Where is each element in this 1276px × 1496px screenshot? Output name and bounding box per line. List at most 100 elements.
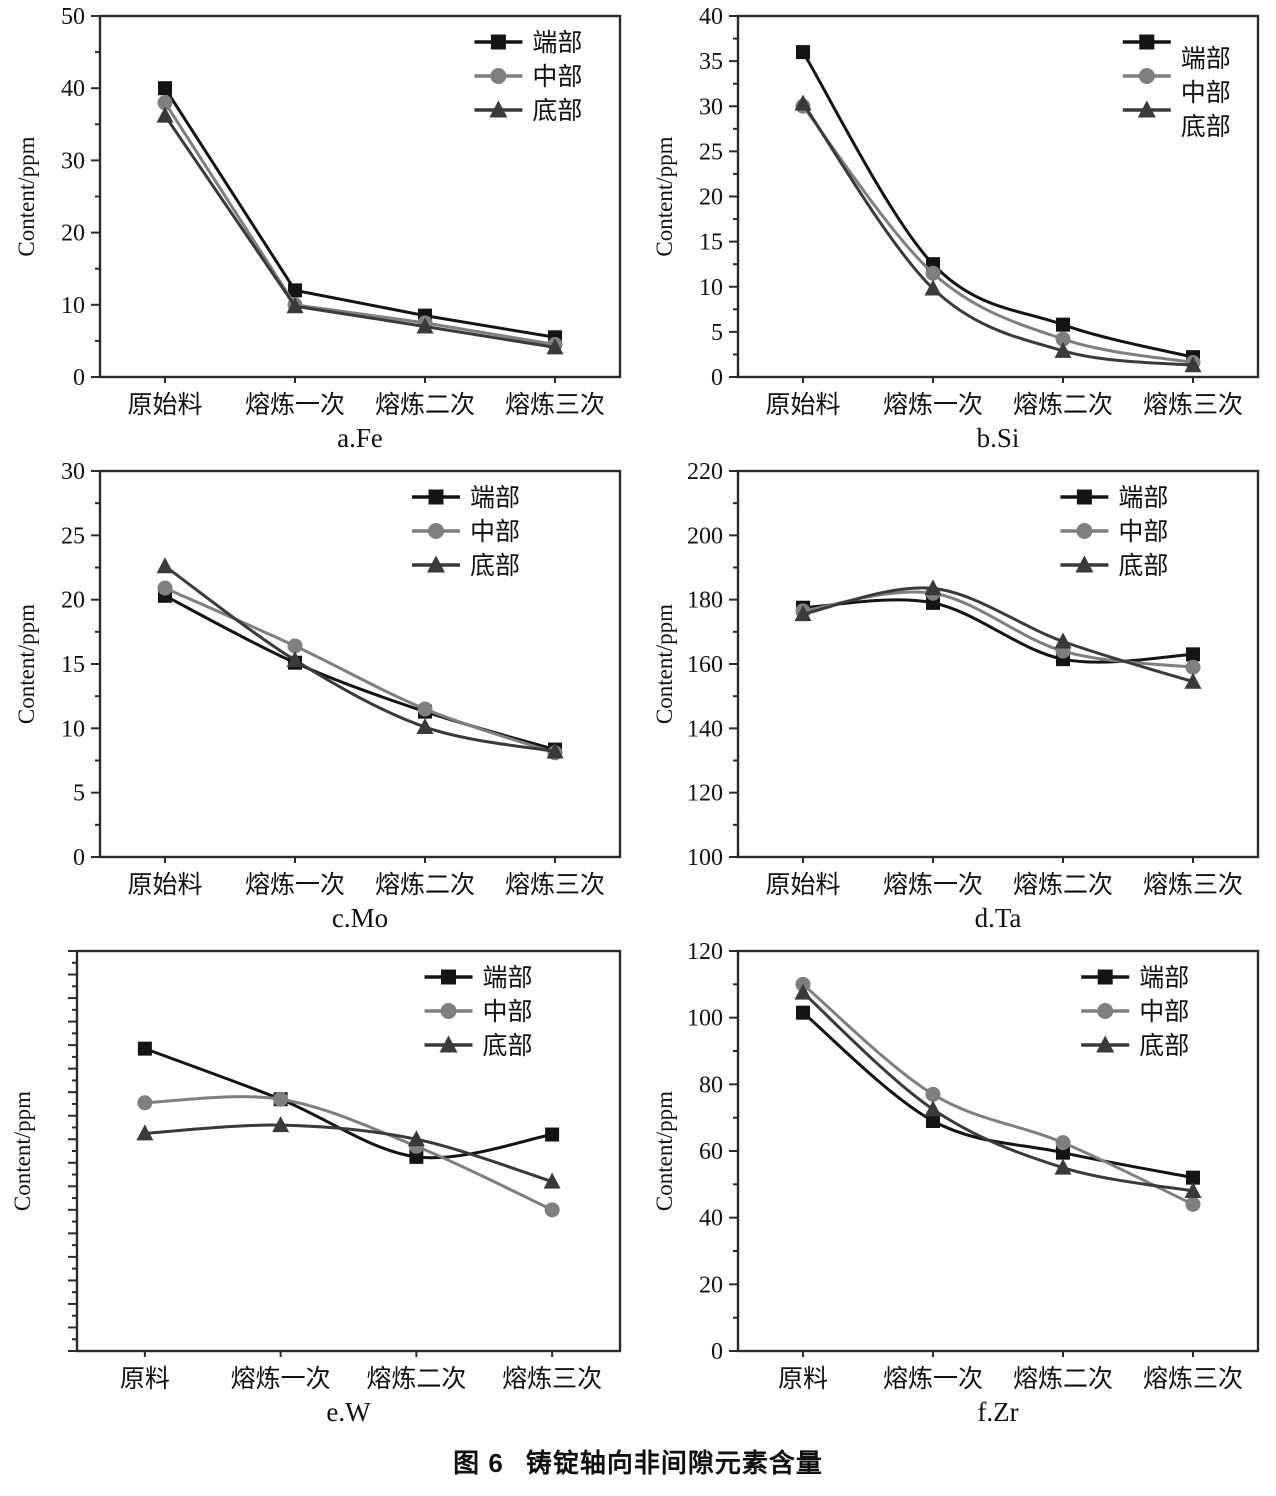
- x-category-label: 熔炼一次: [245, 871, 345, 899]
- data-point-square: [545, 1127, 560, 1142]
- series-line-circle: [802, 983, 1194, 1206]
- series-line-square: [144, 1047, 553, 1160]
- data-point-circle: [137, 1095, 153, 1111]
- x-category-label: 熔炼二次: [375, 391, 475, 419]
- chart-panel-f-zr: 0 20 40 60 80 100 120 原料 熔炼一次 熔炼二次 熔炼三次 Content/ppm…: [638, 935, 1276, 1429]
- data-point-triangle: [272, 1116, 290, 1133]
- legend-marker-square: [1139, 34, 1155, 50]
- data-point-triangle: [794, 983, 812, 1000]
- y-tick-label: 15: [61, 652, 85, 678]
- data-point-square: [1186, 1170, 1200, 1185]
- y-tick-label: 20: [699, 1272, 723, 1298]
- data-point-triangle: [546, 742, 564, 759]
- y-tick-label: 0: [711, 365, 723, 391]
- x-category-label: 熔炼三次: [1143, 391, 1243, 419]
- y-axis-label: Content/ppm: [652, 1091, 677, 1211]
- legend-label: 底部: [1181, 113, 1231, 141]
- chart-title: f.Zr: [977, 1397, 1018, 1427]
- data-point-triangle: [1054, 341, 1072, 358]
- legend-marker-circle: [440, 1003, 457, 1019]
- legend-marker-triangle: [1075, 555, 1094, 573]
- data-point-circle: [287, 638, 303, 654]
- series-line-triangle: [163, 114, 556, 349]
- data-point-triangle: [416, 718, 434, 735]
- x-category-label: 熔炼二次: [375, 871, 475, 899]
- series-line-circle: [144, 1095, 553, 1212]
- data-point-circle: [1055, 1135, 1071, 1151]
- legend-marker-triangle: [1137, 100, 1156, 118]
- legend-label: 端部: [1181, 45, 1231, 73]
- legend-label: 端部: [470, 484, 520, 512]
- series-line-circle: [163, 101, 556, 346]
- data-point-square: [409, 1149, 424, 1164]
- chart-title: b.Si: [977, 423, 1020, 453]
- series-line-triangle: [801, 102, 1194, 367]
- data-point-circle: [417, 701, 433, 717]
- line-chart-c-mo: 0 5 10 15 20 25 30 原始料 熔炼一次 熔炼二次 熔炼三次 Content/ppm 端部…: [14, 459, 622, 933]
- y-tick-label: 0: [73, 845, 85, 871]
- x-category-label: 熔炼三次: [1143, 1365, 1243, 1393]
- legend-label: 中部: [1118, 518, 1168, 546]
- chart-title: a.Fe: [337, 423, 383, 453]
- x-category-label: 熔炼三次: [505, 391, 605, 419]
- legend-label: 底部: [470, 552, 520, 580]
- y-tick-label: 30: [61, 148, 85, 174]
- y-tick-label: 100: [687, 845, 723, 871]
- x-category-label: 原料: [120, 1365, 170, 1393]
- data-point-square: [1186, 647, 1200, 662]
- y-tick-label: 120: [687, 939, 723, 965]
- legend-marker-triangle: [427, 555, 445, 573]
- series-line-circle: [801, 105, 1194, 365]
- y-tick-label: 5: [73, 781, 85, 807]
- data-point-triangle: [924, 279, 942, 296]
- y-tick-label: 0: [711, 1339, 723, 1365]
- figure-caption-text: 铸锭轴向非间隙元素含量: [525, 1448, 823, 1478]
- data-point-triangle: [1184, 1182, 1202, 1198]
- chart-panel-e-w: 原料 熔炼一次 熔炼二次 熔炼三次 Content/ppm 端部 中部 底部 e.W: [0, 935, 638, 1429]
- line-chart-d-ta: 100 120 140 160 180 200 220 原始料 熔炼一次 熔炼二次 熔炼三次 Cont…: [652, 459, 1260, 933]
- data-point-triangle: [924, 1100, 942, 1117]
- data-point-square: [137, 1041, 152, 1056]
- y-tick-label: 35: [699, 49, 723, 75]
- chart-title: d.Ta: [975, 903, 1022, 933]
- data-point-square: [158, 81, 172, 96]
- y-tick-label: 10: [699, 275, 723, 301]
- chart-panel-c-mo: 0 5 10 15 20 25 30 原始料 熔炼一次 熔炼二次 熔炼三次 Content/ppm 端部…: [0, 455, 638, 935]
- legend-marker-circle: [428, 523, 444, 539]
- x-category-label: 熔炼二次: [366, 1365, 466, 1393]
- series-line-square: [801, 51, 1194, 359]
- figure-caption-number: 图 6: [453, 1448, 504, 1478]
- data-point-circle: [1185, 1196, 1201, 1212]
- x-category-label: 熔炼一次: [245, 391, 345, 419]
- legend-label: 底部: [483, 1032, 533, 1060]
- y-axis-label: Content/ppm: [652, 136, 677, 256]
- plot-border: [736, 469, 1260, 859]
- data-point-square: [796, 45, 810, 60]
- legend-marker-square: [428, 489, 444, 505]
- y-tick-label: 220: [687, 459, 723, 485]
- x-category-label: 熔炼一次: [883, 871, 983, 899]
- y-axis-label: Content/ppm: [14, 604, 39, 724]
- data-point-triangle: [407, 1130, 425, 1147]
- legend-label: 底部: [532, 97, 582, 125]
- legend-marker-square: [490, 34, 506, 50]
- legend-label: 中部: [1181, 79, 1231, 107]
- x-category-label: 原始料: [765, 871, 840, 899]
- x-category-label: 原料: [778, 1365, 828, 1393]
- x-category-label: 熔炼一次: [883, 1365, 983, 1393]
- data-point-triangle: [794, 94, 812, 111]
- legend-marker-circle: [1097, 1003, 1114, 1019]
- legend-label: 中部: [1139, 998, 1189, 1026]
- y-tick-label: 15: [699, 230, 723, 256]
- data-point-square: [1056, 317, 1070, 332]
- x-category-label: 熔炼三次: [1143, 871, 1243, 899]
- line-chart-f-zr: 0 20 40 60 80 100 120 原料 熔炼一次 熔炼二次 熔炼三次 Content/ppm…: [652, 939, 1260, 1427]
- x-category-label: 熔炼一次: [883, 391, 983, 419]
- data-point-triangle: [1184, 356, 1202, 373]
- y-tick-label: 160: [687, 652, 723, 678]
- data-point-circle: [273, 1091, 289, 1107]
- x-category-label: 原始料: [127, 391, 202, 419]
- x-category-label: 原始料: [127, 871, 202, 899]
- data-point-triangle: [286, 651, 304, 668]
